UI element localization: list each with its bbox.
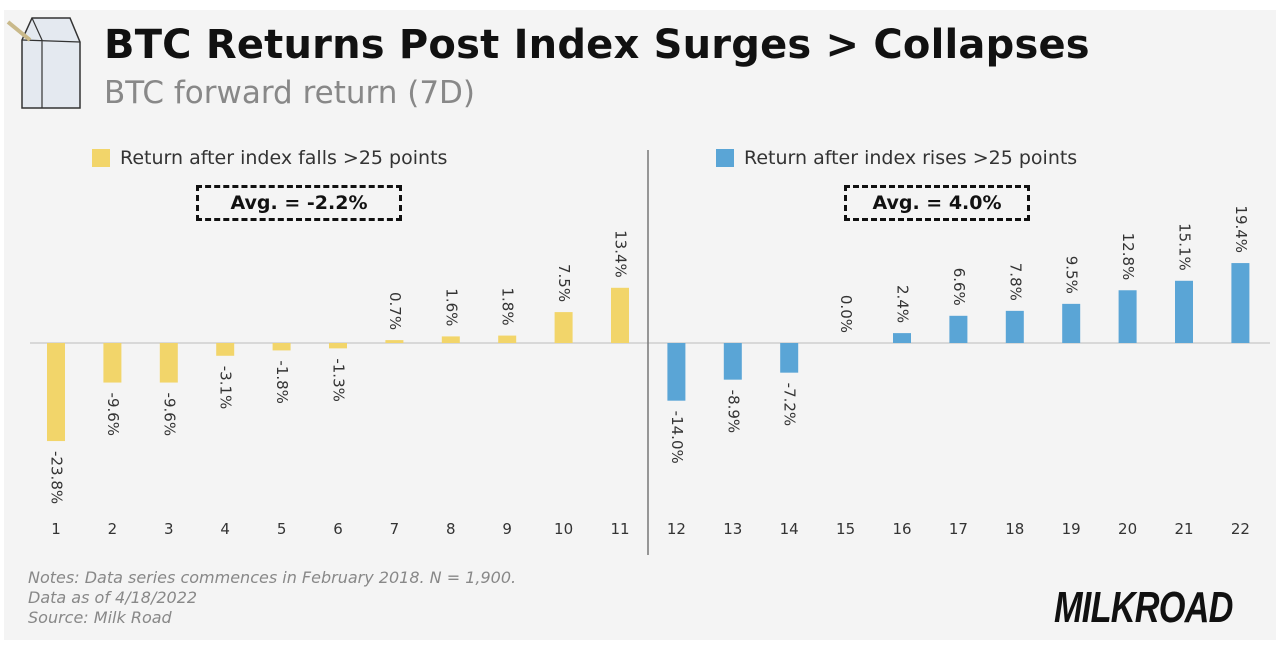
bar (103, 343, 122, 383)
data-label: -1.8% (273, 360, 291, 404)
chart-title: BTC Returns Post Index Surges > Collapse… (104, 22, 1090, 68)
x-tick-label: 16 (892, 520, 911, 538)
legend-item-falls: Return after index falls >25 points (92, 147, 447, 169)
data-label: -3.1% (217, 366, 235, 410)
data-label: 1.6% (442, 288, 460, 326)
bar (1062, 303, 1081, 343)
data-label: 15.1% (1176, 223, 1194, 271)
bar (1118, 290, 1137, 343)
data-label: 1.8% (499, 287, 517, 325)
bar (667, 343, 686, 401)
bar (216, 343, 235, 356)
x-tick-label: 22 (1231, 520, 1250, 538)
bar (272, 343, 291, 351)
bar (1175, 280, 1193, 343)
data-label: -1.3% (330, 358, 348, 402)
chart-subtitle: BTC forward return (7D) (104, 75, 476, 111)
bar (949, 315, 968, 343)
x-tick-label: 1 (51, 520, 61, 538)
x-tick-label: 6 (333, 520, 343, 538)
legend-label: Return after index falls >25 points (120, 147, 448, 169)
data-label: 2.4% (894, 285, 912, 323)
x-tick-label: 3 (164, 520, 174, 538)
x-tick-label: 4 (220, 520, 230, 538)
data-label: 0.0% (837, 295, 855, 333)
bar (1005, 310, 1024, 343)
note-line: Data as of 4/18/2022 (28, 588, 198, 607)
milk-carton-icon (6, 17, 81, 109)
data-label: -23.8% (48, 451, 66, 504)
data-label: 19.4% (1232, 205, 1250, 253)
x-tick-label: 9 (502, 520, 512, 538)
bar (780, 343, 799, 373)
x-tick-label: 21 (1174, 520, 1193, 538)
data-label: -9.6% (160, 393, 178, 437)
x-tick-label: 2 (108, 520, 118, 538)
bar (47, 343, 65, 442)
legend-label: Return after index rises >25 points (744, 147, 1078, 169)
legend-item-rises: Return after index rises >25 points (716, 147, 1077, 169)
bar (385, 340, 404, 343)
x-tick-label: 10 (554, 520, 573, 538)
x-tick-label: 19 (1062, 520, 1081, 538)
x-tick-label: 20 (1118, 520, 1137, 538)
data-label: 6.6% (950, 268, 968, 306)
bar (498, 335, 517, 343)
data-label: -9.6% (104, 393, 122, 437)
x-tick-label: 15 (836, 520, 855, 538)
milkroad-logo: MILKROAD (1054, 583, 1233, 632)
x-tick-label: 14 (780, 520, 799, 538)
bar (329, 343, 347, 349)
bar (611, 287, 629, 343)
note-line: Source: Milk Road (28, 608, 172, 627)
chart-notes: Notes: Data series commences in February… (28, 568, 516, 628)
x-tick-label: 12 (667, 520, 686, 538)
bar (723, 343, 742, 380)
note-line: Notes: Data series commences in February… (28, 568, 517, 587)
x-tick-label: 13 (723, 520, 742, 538)
legend-swatch-blue (716, 149, 734, 167)
bar (1231, 263, 1250, 343)
data-label: 0.7% (386, 292, 404, 330)
bar (554, 312, 573, 343)
data-label: 13.4% (612, 230, 630, 278)
data-label: 7.8% (1006, 263, 1024, 301)
avg-annotation-rises: Avg. = 4.0% (844, 185, 1030, 221)
data-label: -8.9% (724, 390, 742, 434)
x-tick-label: 7 (390, 520, 400, 538)
avg-annotation-falls: Avg. = -2.2% (196, 185, 402, 221)
bar (893, 333, 911, 343)
data-label: -14.0% (668, 411, 686, 464)
data-label: 9.5% (1063, 256, 1081, 294)
data-label: 7.5% (555, 264, 573, 302)
data-label: 12.8% (1119, 233, 1137, 281)
data-label: -7.2% (781, 383, 799, 427)
legend-swatch-yellow (92, 149, 110, 167)
x-tick-label: 11 (610, 520, 629, 538)
x-tick-label: 17 (949, 520, 968, 538)
x-tick-label: 18 (1005, 520, 1024, 538)
bar (159, 343, 178, 383)
x-tick-label: 8 (446, 520, 456, 538)
x-tick-label: 5 (277, 520, 287, 538)
bar (441, 336, 460, 343)
